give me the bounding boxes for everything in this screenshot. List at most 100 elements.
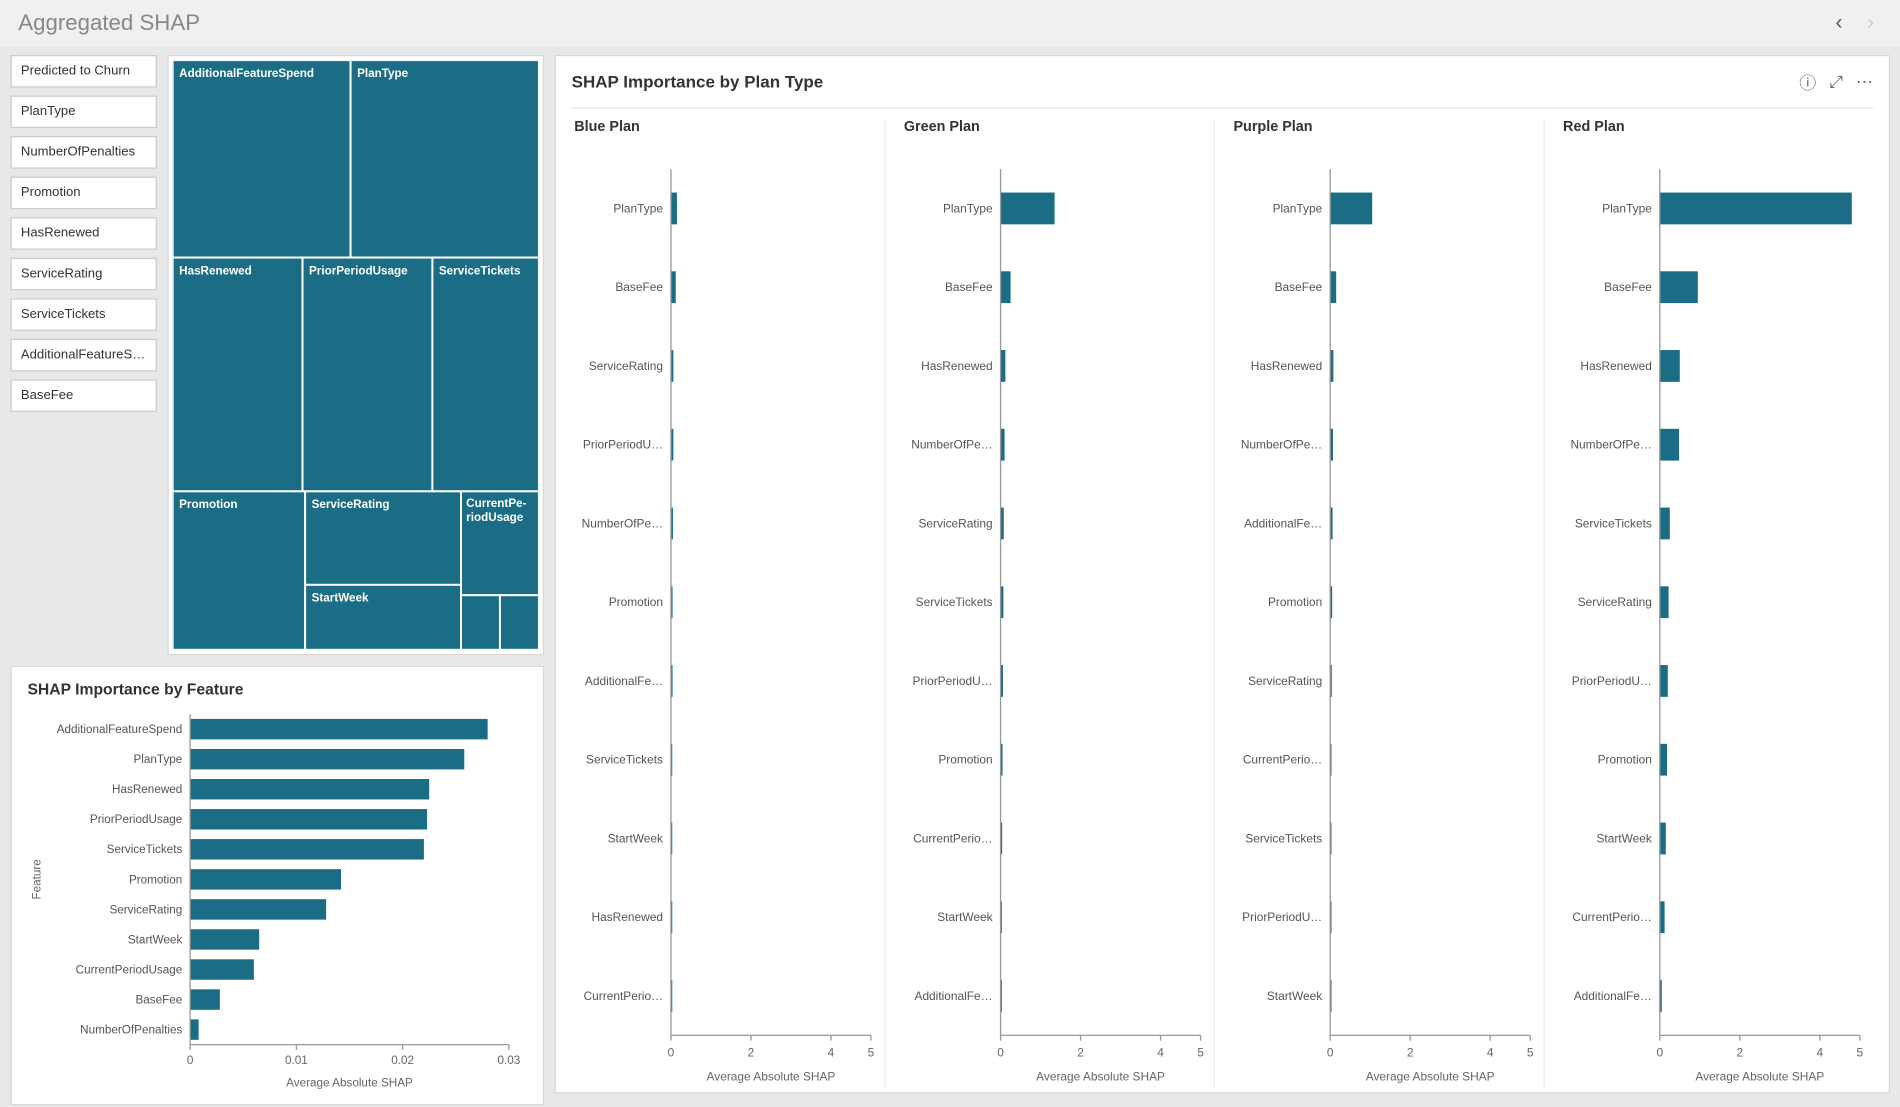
plan-bar-chart[interactable]: 0245PlanTypeBaseFeeServiceRatingPriorPer…: [572, 143, 885, 1089]
nav-next-icon: ›: [1859, 12, 1883, 36]
filter-basefee[interactable]: BaseFee: [10, 379, 156, 412]
svg-text:StartWeek: StartWeek: [1596, 831, 1651, 845]
svg-text:PlanType: PlanType: [1273, 201, 1323, 215]
svg-text:HasRenewed: HasRenewed: [1580, 359, 1651, 373]
more-icon[interactable]: ⋯: [1856, 71, 1873, 92]
svg-text:0.03: 0.03: [498, 1054, 521, 1067]
svg-text:ServiceTickets: ServiceTickets: [107, 843, 183, 856]
svg-text:NumberOfPe…: NumberOfPe…: [582, 516, 663, 530]
filter-servicerating[interactable]: ServiceRating: [10, 258, 156, 291]
svg-text:Promotion: Promotion: [938, 753, 992, 767]
info-icon[interactable]: ⓘ: [1799, 69, 1816, 94]
svg-text:HasRenewed: HasRenewed: [592, 910, 663, 924]
plan-red-plan: Red Plan0245PlanTypeBaseFeeHasRenewedNum…: [1560, 119, 1873, 1088]
plan-blue-plan: Blue Plan 0245PlanTypeBaseFeeServiceRatin…: [572, 119, 886, 1088]
svg-text:AdditionalFe…: AdditionalFe…: [1244, 516, 1322, 530]
plan-title: Purple Plan: [1231, 119, 1544, 135]
svg-text:2: 2: [1407, 1046, 1414, 1060]
feature-bar-chart[interactable]: 00.010.020.03AdditionalFeatureSpendPlanT…: [27, 706, 527, 1091]
filter-promotion[interactable]: Promotion: [10, 177, 156, 210]
svg-text:ServiceTickets: ServiceTickets: [439, 264, 521, 277]
filter-additionalfeaturesp[interactable]: AdditionalFeatureSp…: [10, 339, 156, 372]
filter-numberofpenalties[interactable]: NumberOfPenalties: [10, 136, 156, 169]
plan-bar-chart[interactable]: 0245PlanTypeBaseFeeHasRenewedNumberOfPe……: [901, 143, 1214, 1089]
filter-hasrenewed[interactable]: HasRenewed: [10, 217, 156, 250]
svg-text:Feature: Feature: [30, 859, 43, 899]
nav-arrows: ‹ ›: [1827, 12, 1882, 36]
svg-text:StartWeek: StartWeek: [128, 933, 183, 946]
svg-text:CurrentPerio…: CurrentPerio…: [584, 989, 663, 1003]
plan-title: Blue Plan: [572, 119, 885, 135]
svg-text:PriorPeriodUsage: PriorPeriodUsage: [309, 264, 408, 277]
svg-text:ServiceRating: ServiceRating: [918, 516, 992, 530]
svg-text:AdditionalFeatureSpend: AdditionalFeatureSpend: [179, 67, 314, 80]
svg-text:Average Absolute SHAP: Average Absolute SHAP: [707, 1069, 836, 1083]
svg-text:StartWeek: StartWeek: [1267, 989, 1322, 1003]
svg-text:Promotion: Promotion: [1598, 753, 1652, 767]
svg-text:0: 0: [1327, 1046, 1334, 1060]
feature-chart-title: SHAP Importance by Feature: [27, 680, 527, 698]
svg-text:NumberOfPe…: NumberOfPe…: [911, 438, 992, 452]
svg-text:Promotion: Promotion: [129, 873, 182, 886]
svg-text:5: 5: [1527, 1046, 1534, 1060]
page-title: Aggregated SHAP: [18, 10, 200, 36]
treemap-card: AdditionalFeatureSpendPlanTypeHasRenewed…: [167, 55, 544, 655]
filter-predictedtochurn[interactable]: Predicted to Churn: [10, 55, 156, 88]
nav-prev-icon[interactable]: ‹: [1827, 12, 1851, 36]
svg-text:0: 0: [187, 1054, 194, 1067]
filter-servicetickets[interactable]: ServiceTickets: [10, 298, 156, 331]
svg-text:4: 4: [828, 1046, 835, 1060]
svg-text:NumberOfPe…: NumberOfPe…: [1241, 438, 1322, 452]
svg-text:Average Absolute SHAP: Average Absolute SHAP: [286, 1076, 413, 1089]
filter-list: Predicted to Churn PlanType NumberOfPenalt…: [10, 55, 156, 655]
svg-text:5: 5: [1197, 1046, 1204, 1060]
svg-text:0.02: 0.02: [391, 1054, 414, 1067]
svg-text:PriorPeriodU…: PriorPeriodU…: [913, 674, 993, 688]
svg-text:PlanType: PlanType: [1602, 201, 1652, 215]
svg-text:BaseFee: BaseFee: [615, 280, 663, 294]
svg-text:2: 2: [1736, 1046, 1743, 1060]
svg-text:ServiceTickets: ServiceTickets: [916, 595, 993, 609]
svg-text:ServiceTickets: ServiceTickets: [1245, 831, 1322, 845]
svg-text:BaseFee: BaseFee: [1275, 280, 1323, 294]
plan-bar-chart[interactable]: 0245PlanTypeBaseFeeHasRenewedNumberOfPe……: [1560, 143, 1873, 1089]
svg-text:StartWeek: StartWeek: [937, 910, 992, 924]
svg-text:Promotion: Promotion: [1268, 595, 1322, 609]
svg-text:PriorPeriodUsage: PriorPeriodUsage: [90, 813, 182, 826]
dashboard-header: Aggregated SHAP ‹ ›: [0, 0, 1900, 47]
svg-text:ServiceRating: ServiceRating: [1578, 595, 1652, 609]
svg-text:CurrentPerio…: CurrentPerio…: [1572, 910, 1651, 924]
svg-text:Average Absolute SHAP: Average Absolute SHAP: [1366, 1069, 1495, 1083]
svg-text:Promotion: Promotion: [609, 595, 663, 609]
svg-text:0.01: 0.01: [285, 1054, 308, 1067]
svg-text:BaseFee: BaseFee: [945, 280, 993, 294]
svg-text:HasRenewed: HasRenewed: [1251, 359, 1322, 373]
svg-text:PriorPeriodU…: PriorPeriodU…: [1572, 674, 1652, 688]
plan-importance-card: SHAP Importance by Plan Type ⓘ ⤢ ⋯ Blue …: [555, 55, 1890, 1094]
svg-text:HasRenewed: HasRenewed: [921, 359, 992, 373]
svg-text:AdditionalFeatureSpend: AdditionalFeatureSpend: [57, 723, 183, 736]
svg-text:2: 2: [1077, 1046, 1084, 1060]
svg-text:4: 4: [1816, 1046, 1823, 1060]
svg-text:CurrentPeriodUsage: CurrentPeriodUsage: [76, 963, 183, 976]
svg-text:Average Absolute SHAP: Average Absolute SHAP: [1695, 1069, 1824, 1083]
svg-text:NumberOfPenalties: NumberOfPenalties: [80, 1023, 182, 1036]
plan-title: Green Plan: [901, 119, 1214, 135]
plan-section-title: SHAP Importance by Plan Type: [572, 72, 824, 92]
svg-text:AdditionalFe…: AdditionalFe…: [1574, 989, 1652, 1003]
svg-text:PriorPeriodU…: PriorPeriodU…: [583, 438, 663, 452]
svg-text:CurrentPerio…: CurrentPerio…: [1243, 753, 1322, 767]
svg-text:0: 0: [668, 1046, 675, 1060]
plan-bar-chart[interactable]: 0245PlanTypeBaseFeeHasRenewedNumberOfPe……: [1231, 143, 1544, 1089]
svg-text:ServiceRating: ServiceRating: [312, 498, 390, 511]
svg-text:AdditionalFe…: AdditionalFe…: [585, 674, 663, 688]
treemap-chart[interactable]: AdditionalFeatureSpendPlanTypeHasRenewed…: [173, 60, 539, 650]
svg-text:HasRenewed: HasRenewed: [112, 783, 182, 796]
svg-text:BaseFee: BaseFee: [135, 993, 182, 1006]
filter-plantype[interactable]: PlanType: [10, 95, 156, 128]
svg-text:AdditionalFe…: AdditionalFe…: [915, 989, 993, 1003]
fullscreen-icon[interactable]: ⤢: [1829, 71, 1843, 92]
svg-text:Average Absolute SHAP: Average Absolute SHAP: [1036, 1069, 1165, 1083]
svg-text:StartWeek: StartWeek: [312, 592, 369, 605]
svg-text:CurrentPerio…: CurrentPerio…: [913, 831, 992, 845]
